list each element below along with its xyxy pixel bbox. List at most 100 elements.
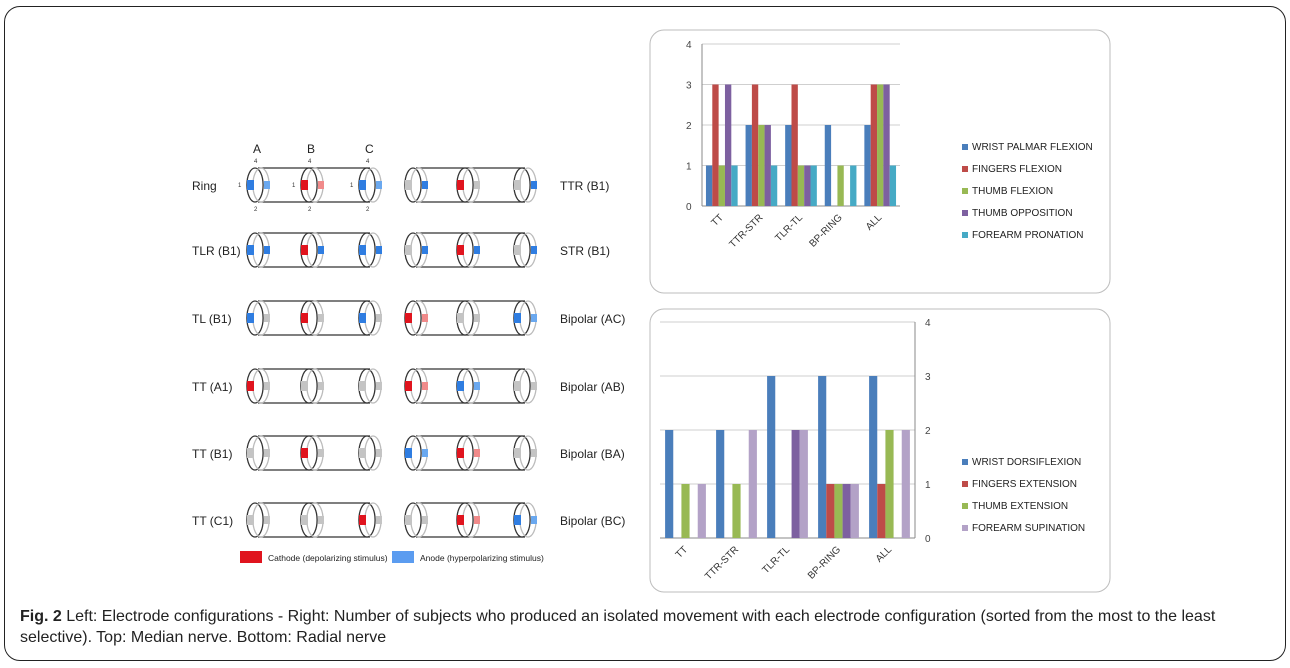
electrode-ring <box>456 435 480 471</box>
ring-outer <box>246 167 264 203</box>
contact-right <box>376 246 382 254</box>
legend-label: FOREARM SUPINATION <box>972 523 1085 534</box>
contact-left <box>457 381 464 391</box>
legend-swatch <box>962 503 968 509</box>
contact-left <box>359 245 366 255</box>
contact-left <box>405 313 412 323</box>
bar <box>889 165 897 206</box>
electrode-ring <box>358 368 382 404</box>
position-number-top: 4 <box>366 159 370 165</box>
y-tick-label: 1 <box>686 162 692 173</box>
contact-left <box>514 245 521 255</box>
electrode-rows: Ring TTR (B1) TLR (B1) STR (B1) TL (B1) Bipol… <box>192 167 625 538</box>
ring-outer <box>404 300 422 336</box>
contact-left <box>457 180 464 190</box>
contact-right <box>376 314 382 322</box>
contact-right <box>264 246 270 254</box>
ring-outer <box>404 167 422 203</box>
bar <box>716 430 725 538</box>
electrode-right-label: Bipolar (BC) <box>560 514 625 528</box>
ring-outer <box>246 368 264 404</box>
position-number-bottom: 2 <box>254 207 258 213</box>
contact-left <box>247 245 254 255</box>
ring-outer <box>300 502 318 538</box>
cathode-legend-label: Cathode (depolarizing stimulus) <box>268 553 388 563</box>
contact-right <box>264 516 270 524</box>
bar <box>885 430 894 538</box>
bar <box>883 84 890 206</box>
electrode-left-config <box>246 502 382 538</box>
electrode-ring <box>404 435 428 471</box>
bar <box>810 165 817 206</box>
contact-left <box>514 180 521 190</box>
ring-outer <box>246 502 264 538</box>
electrode-left-label: Ring <box>192 179 217 193</box>
legend-swatch <box>962 459 968 465</box>
electrode-ring <box>246 502 270 538</box>
legend-label: WRIST DORSIFLEXION <box>972 457 1081 468</box>
electrode-ring <box>246 232 270 268</box>
bar <box>850 484 859 538</box>
bar <box>785 125 792 206</box>
chart-legend: WRIST PALMAR FLEXION FINGERS FLEXION THUMB… <box>962 142 1093 241</box>
electrode-ring <box>404 232 428 268</box>
bar <box>864 125 871 206</box>
electrode-ring <box>300 300 324 336</box>
electrode-ring <box>404 502 428 538</box>
contact-left <box>247 381 254 391</box>
bar <box>804 165 811 206</box>
electrode-ring <box>300 435 324 471</box>
bar <box>850 165 857 206</box>
contact-right <box>474 449 480 457</box>
contact-right <box>376 181 382 189</box>
ring-outer <box>456 502 474 538</box>
contact-right <box>531 246 537 254</box>
electrode-left-config <box>246 232 382 268</box>
contact-left <box>405 448 412 458</box>
bar <box>877 84 884 206</box>
contact-right <box>318 516 324 524</box>
contact-right <box>474 246 480 254</box>
contact-left <box>457 515 464 525</box>
electrode-right-config <box>404 435 537 471</box>
electrode-left-label: TLR (B1) <box>192 244 241 258</box>
contact-right <box>531 181 537 189</box>
electrode-ring <box>246 167 270 203</box>
electrode-right-config <box>404 167 537 203</box>
contact-left <box>457 313 464 323</box>
electrode-ring <box>358 167 382 203</box>
bar <box>718 165 725 206</box>
ring-outer <box>456 167 474 203</box>
ring-outer <box>300 167 318 203</box>
electrode-ring <box>456 502 480 538</box>
bar <box>732 484 741 538</box>
contact-right <box>474 382 480 390</box>
legend-swatch <box>962 525 968 531</box>
legend-swatch <box>962 144 968 150</box>
electrode-ring <box>404 167 428 203</box>
y-tick-label: 3 <box>686 81 692 92</box>
contact-right <box>531 516 537 524</box>
contact-right <box>376 382 382 390</box>
column-letter: C <box>365 142 374 156</box>
electrode-right-config <box>404 300 537 336</box>
contact-right <box>422 382 428 390</box>
contact-right <box>422 181 428 189</box>
electrode-ring <box>404 300 428 336</box>
contact-left <box>301 515 308 525</box>
ring-outer <box>513 435 531 471</box>
bar <box>837 165 844 206</box>
bar <box>748 430 757 538</box>
ring-outer <box>358 368 376 404</box>
column-letters: A B C <box>253 142 374 156</box>
anode-legend-label: Anode (hyperpolarizing stimulus) <box>420 553 544 563</box>
contact-left <box>247 180 254 190</box>
contact-right <box>474 181 480 189</box>
electrode-ring <box>404 368 428 404</box>
position-number-bottom: 2 <box>366 207 370 213</box>
electrode-right-label: Bipolar (AC) <box>560 312 625 326</box>
electrode-ring <box>246 300 270 336</box>
bar <box>770 165 778 206</box>
electrode-left-label: TL (B1) <box>192 312 232 326</box>
